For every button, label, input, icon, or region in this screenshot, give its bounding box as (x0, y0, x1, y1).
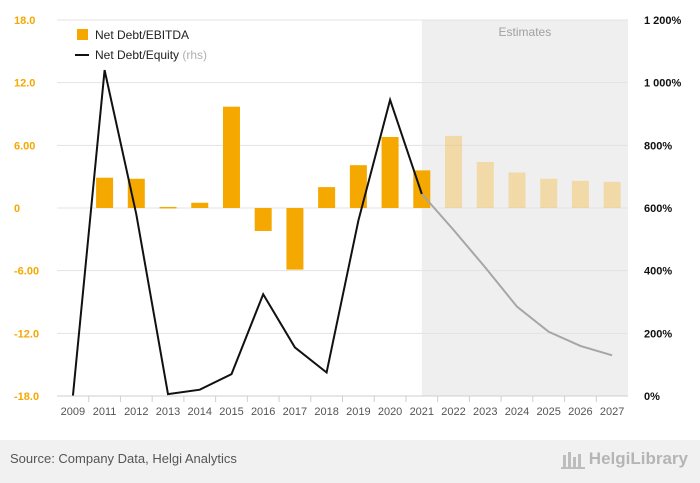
x-tick-label: 2012 (124, 406, 148, 418)
left-tick-label: 6.00 (14, 140, 35, 152)
x-tick-label: 2017 (283, 406, 307, 418)
x-tick-label: 2014 (188, 406, 212, 418)
x-tick-label: 2013 (156, 406, 180, 418)
right-tick-label: 200% (644, 328, 672, 340)
brand-logo: HelgiLibrary (560, 449, 688, 469)
bar (318, 187, 336, 208)
x-tick-label: 2019 (346, 406, 370, 418)
right-tick-label: 600% (644, 203, 672, 215)
bar (381, 136, 399, 208)
library-icon (560, 452, 585, 469)
left-tick-label: -6.00 (14, 266, 39, 278)
x-tick-label: 2009 (61, 406, 85, 418)
left-tick-label: -18.0 (14, 391, 39, 403)
series-line-estimates (421, 193, 613, 357)
bar (191, 202, 209, 208)
brand-name: HelgiLibrary (588, 449, 688, 468)
legend-swatch-bar (77, 29, 88, 40)
x-tick-label: 2025 (536, 406, 560, 418)
right-tick-label: 400% (644, 266, 672, 278)
bar (540, 178, 558, 208)
bar (159, 206, 177, 209)
source-text: Source: Company Data, Helgi Analytics (10, 451, 237, 466)
x-tick-label: 2026 (568, 406, 592, 418)
bar (476, 162, 494, 208)
series-line-actual (71, 69, 423, 397)
bar (222, 106, 240, 208)
footer: Source: Company Data, Helgi Analytics He… (0, 440, 700, 483)
bar (349, 165, 367, 208)
left-tick-label: 0 (14, 203, 20, 215)
bar (96, 177, 114, 208)
right-tick-label: 0% (644, 391, 660, 403)
bar (127, 178, 145, 208)
right-tick-label: 1 200% (644, 15, 682, 27)
chart-area: Estimates 18.0 12.0 6.00 0 -6.00 -12.0 -18.0 1 … (14, 15, 682, 418)
left-tick-label: -12.0 (14, 328, 39, 340)
left-tick-label: 18.0 (14, 15, 35, 27)
x-tick-label: 2011 (93, 406, 117, 418)
bar (508, 172, 526, 208)
bar (603, 181, 621, 208)
left-tick-label: 12.0 (14, 78, 35, 90)
x-tick-label: 2027 (600, 406, 624, 418)
right-tick-label: 800% (644, 140, 672, 152)
x-tick-label: 2022 (441, 406, 465, 418)
x-tick-label: 2021 (410, 406, 434, 418)
bar (286, 208, 304, 270)
x-tick-label: 2023 (473, 406, 497, 418)
estimates-label: Estimates (499, 25, 552, 39)
legend-label-line: Net Debt/Equity (rhs) (95, 48, 207, 62)
bar (254, 208, 272, 231)
x-tick-label: 2016 (251, 406, 275, 418)
bar (445, 135, 463, 208)
x-tick-label: 2015 (219, 406, 243, 418)
x-tick-label: 2024 (505, 406, 529, 418)
legend-rhs-suffix: (rhs) (182, 48, 207, 62)
right-tick-label: 1 000% (644, 78, 682, 90)
legend-label-bar: Net Debt/EBITDA (95, 28, 189, 42)
bar (571, 180, 589, 208)
chart-svg: Estimates 18.0 12.0 6.00 0 -6.00 -12.0 -18.0 1 … (14, 15, 682, 418)
x-tick-label: 2020 (378, 406, 402, 418)
x-tick-label: 2018 (314, 406, 338, 418)
